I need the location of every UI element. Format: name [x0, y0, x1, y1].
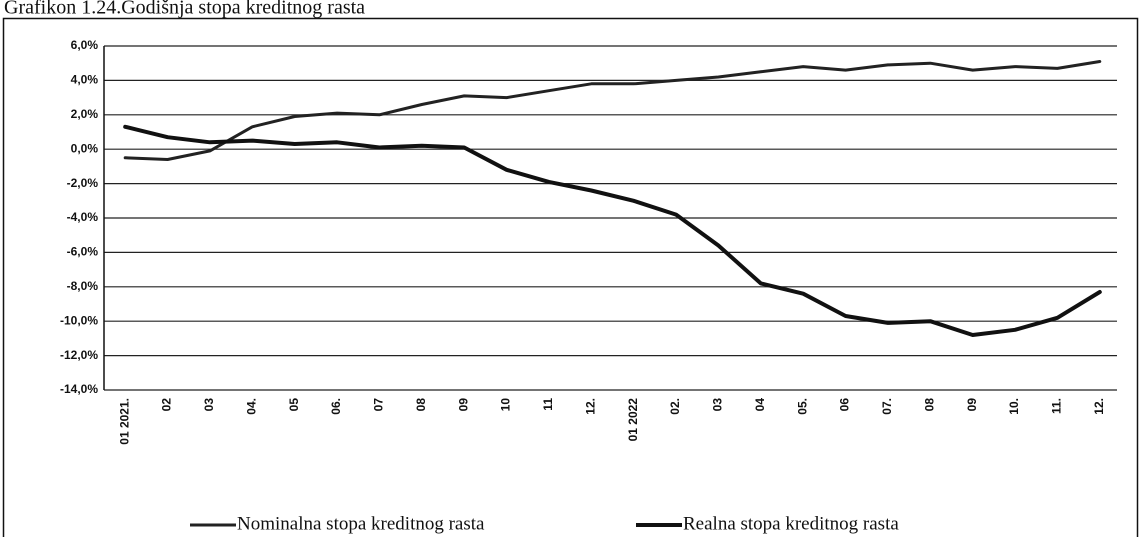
x-tick-label: 07 [372, 398, 386, 412]
x-tick-label: 09 [456, 398, 470, 412]
x-tick-label: 11 [541, 398, 555, 411]
y-tick-label: 4,0% [71, 73, 99, 87]
chart-title: Grafikon 1.24.Godišnja stopa kreditnog r… [4, 0, 365, 19]
x-tick-label: 10 [499, 398, 513, 412]
y-tick-label: -8,0% [67, 279, 99, 293]
x-tick-label: 04 [753, 398, 767, 412]
x-tick-label: 02. [668, 398, 682, 415]
x-tick-label: 01 2022 [626, 398, 640, 442]
series-line [123, 60, 1102, 161]
y-tick-label: -14,0% [60, 382, 98, 396]
y-tick-label: -4,0% [67, 210, 99, 224]
x-tick-label: 05 [287, 398, 301, 412]
x-tick-label: 01 2021. [117, 398, 131, 445]
x-tick-label: 02 [160, 398, 174, 412]
y-tick-label: 2,0% [71, 107, 99, 121]
x-tick-label: 10. [1007, 398, 1021, 415]
x-tick-label: 08 [922, 398, 936, 412]
y-tick-label: -10,0% [60, 313, 98, 327]
x-tick-label: 06 [838, 398, 852, 412]
x-tick-label: 12. [583, 398, 597, 415]
y-tick-label: 6,0% [71, 38, 99, 52]
legend-label: Realna stopa kreditnog rasta [683, 513, 899, 534]
y-tick-label: -6,0% [67, 245, 99, 259]
x-tick-label: 11. [1050, 398, 1064, 414]
x-tick-label: 08 [414, 398, 428, 412]
x-tick-label: 07. [880, 398, 894, 415]
x-tick-label: 03 [711, 398, 725, 412]
legend-label: Nominalna stopa kreditnog rasta [237, 513, 485, 534]
x-tick-label: 03 [202, 398, 216, 412]
y-tick-label: -12,0% [60, 348, 98, 362]
y-tick-label: 0,0% [71, 141, 99, 155]
x-tick-label: 04. [244, 398, 258, 415]
x-tick-label: 05. [795, 398, 809, 415]
y-tick-label: -2,0% [67, 176, 99, 190]
series-line [123, 124, 1102, 337]
x-tick-label: 12. [1092, 398, 1106, 415]
frame [2, 17, 1139, 537]
x-tick-label: 09 [965, 398, 979, 412]
x-tick-label: 06. [329, 398, 343, 415]
